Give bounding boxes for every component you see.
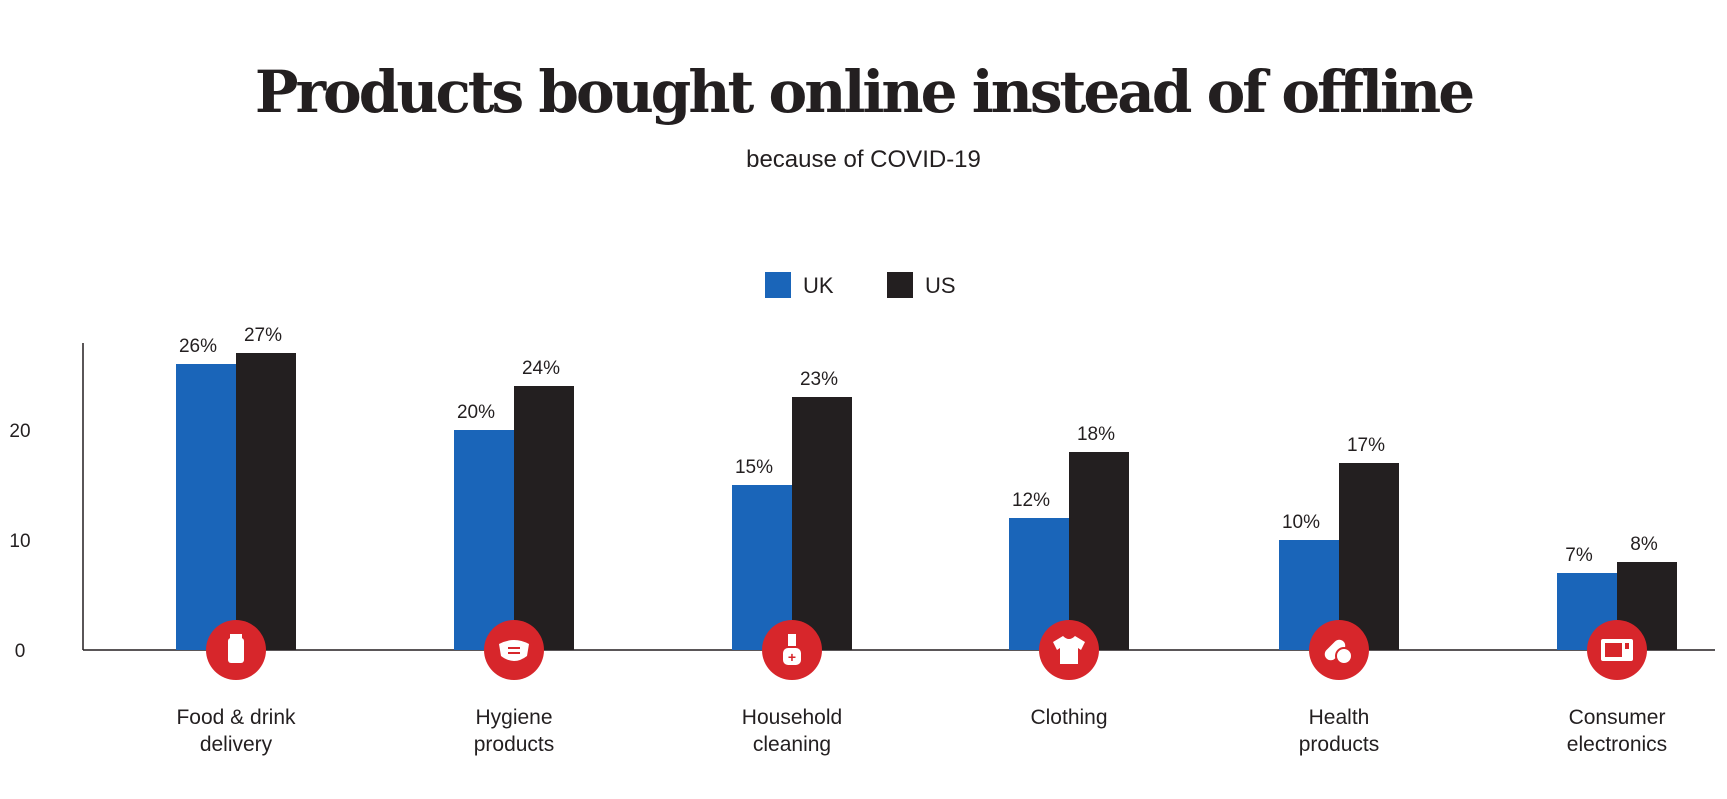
category-label: products bbox=[1299, 733, 1380, 756]
microwave-window bbox=[1605, 643, 1622, 657]
category-label: cleaning bbox=[753, 733, 831, 756]
data-label: 27% bbox=[244, 325, 282, 346]
legend-label-uk: UK bbox=[803, 273, 834, 298]
category-icon-1 bbox=[484, 620, 544, 680]
milk-bottle-icon bbox=[228, 634, 244, 663]
category-label: Food & drink bbox=[176, 706, 296, 729]
y-tick-label: 0 bbox=[15, 641, 26, 662]
tablet bbox=[1335, 647, 1353, 665]
cross: + bbox=[788, 649, 796, 665]
data-label: 26% bbox=[179, 336, 217, 357]
data-label: 23% bbox=[800, 369, 838, 390]
bar-us bbox=[1339, 463, 1399, 650]
microwave-dial bbox=[1625, 643, 1629, 649]
y-tick-label: 20 bbox=[9, 421, 30, 442]
mask-line bbox=[508, 647, 520, 649]
bar-uk bbox=[176, 364, 236, 650]
category-label: Health bbox=[1309, 706, 1370, 729]
bar-us bbox=[792, 397, 852, 650]
legend-label-us: US bbox=[925, 273, 956, 298]
bar-uk bbox=[454, 430, 514, 650]
category-label: products bbox=[474, 733, 555, 756]
face-mask-icon bbox=[499, 640, 529, 661]
bar-us bbox=[236, 353, 296, 650]
category-label: Hygiene bbox=[475, 706, 552, 729]
data-label: 10% bbox=[1282, 512, 1320, 533]
data-label: 12% bbox=[1012, 490, 1050, 511]
bar-us bbox=[514, 386, 574, 650]
bar-us bbox=[1069, 452, 1129, 650]
category-label: Household bbox=[742, 706, 842, 729]
data-label: 24% bbox=[522, 358, 560, 379]
category-label: Clothing bbox=[1030, 706, 1107, 729]
data-label: 8% bbox=[1630, 534, 1658, 555]
legend-swatch-uk bbox=[765, 272, 791, 298]
milk-bottle-cap bbox=[230, 634, 242, 639]
data-label: 7% bbox=[1565, 545, 1593, 566]
category-label: electronics bbox=[1567, 733, 1667, 756]
pills-icon bbox=[1324, 639, 1353, 665]
data-label: 17% bbox=[1347, 435, 1385, 456]
capsule bbox=[1324, 639, 1346, 661]
chart-title: Products bought online instead of offlin… bbox=[254, 58, 1475, 126]
t-shirt-icon bbox=[1053, 636, 1085, 664]
y-tick-label: 10 bbox=[9, 531, 30, 552]
category-icon-4 bbox=[1309, 620, 1369, 680]
chart-subtitle: because of COVID-19 bbox=[746, 146, 981, 173]
data-label: 20% bbox=[457, 402, 495, 423]
data-label: 18% bbox=[1077, 424, 1115, 445]
category-icon-2: + bbox=[762, 620, 822, 680]
milk-bottle-shape bbox=[228, 638, 244, 663]
category-icon-0 bbox=[206, 620, 266, 680]
category-label: delivery bbox=[200, 733, 273, 756]
bottle-neck bbox=[788, 634, 796, 646]
mask-line bbox=[508, 652, 520, 654]
mask-shape bbox=[499, 640, 529, 661]
data-label: 15% bbox=[735, 457, 773, 478]
spray-bottle-icon: + bbox=[783, 634, 801, 665]
bottle-body bbox=[783, 648, 801, 665]
category-icon-3 bbox=[1039, 620, 1099, 680]
legend-swatch-us bbox=[887, 272, 913, 298]
category-label: Consumer bbox=[1569, 706, 1666, 729]
microwave-icon bbox=[1601, 639, 1633, 661]
category-icon-5 bbox=[1587, 620, 1647, 680]
shirt-shape bbox=[1053, 636, 1085, 664]
